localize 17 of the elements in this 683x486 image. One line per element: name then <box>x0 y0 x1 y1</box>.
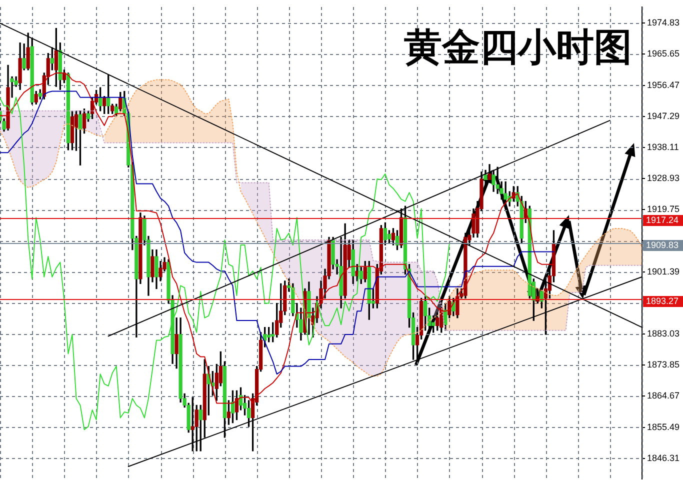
y-tick-label: 1864.67 <box>647 390 680 401</box>
ref-line-label: 1893.27 <box>646 296 679 306</box>
y-tick-label: 1928.93 <box>647 173 680 184</box>
y-tick-label: 1974.83 <box>647 18 680 28</box>
y-tick-label: 1883.03 <box>647 328 680 338</box>
y-tick-label: 1965.65 <box>647 48 680 59</box>
y-tick-label: 1919.75 <box>647 204 680 214</box>
text: 黄金四小时图 <box>404 24 632 69</box>
y-tick-label: 1855.49 <box>647 422 680 432</box>
y-tick-label: 1947.29 <box>647 110 680 121</box>
ref-line-label: 1909.83 <box>646 240 679 250</box>
y-tick-label: 1938.11 <box>647 142 679 152</box>
y-tick-label: 1846.31 <box>647 452 680 463</box>
y-tick-label: 1873.85 <box>647 360 680 370</box>
y-tick-label: 1956.47 <box>647 80 680 90</box>
y-tick-label: 1901.39 <box>647 266 680 276</box>
ref-line-label: 1917.24 <box>646 214 679 225</box>
